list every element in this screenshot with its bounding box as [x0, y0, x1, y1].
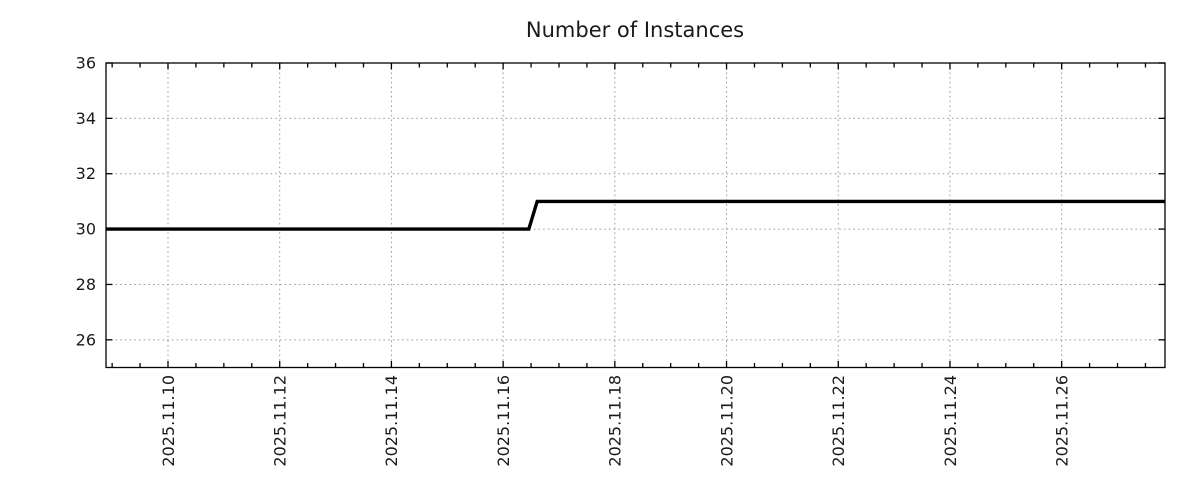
y-tick-label: 36: [76, 54, 96, 73]
plot-frame: [105, 62, 1166, 369]
y-tick-label: 30: [76, 220, 96, 239]
x-tick-label: 2025.11.26: [1053, 375, 1072, 467]
x-tick-label: 2025.11.10: [159, 375, 178, 467]
y-tick-label: 26: [76, 330, 96, 349]
grid-layer: [106, 63, 1165, 368]
x-tick-label: 2025.11.20: [717, 375, 736, 467]
x-tick-label: 2025.11.16: [494, 375, 513, 467]
y-tick-label: 32: [76, 164, 96, 183]
axis-layer: [105, 62, 1166, 369]
axis-labels-layer: 26 28 30 32 34 36 2025.11.10 2025.11.12 2025.11.…: [76, 54, 1072, 467]
x-tick-label: 2025.11.14: [382, 375, 401, 467]
x-tick-label: 2025.11.18: [606, 375, 625, 467]
series-layer: [106, 199, 1165, 231]
x-tick-label: 2025.11.22: [829, 375, 848, 467]
series-line-instances: [106, 199, 1165, 231]
x-tick-label: 2025.11.12: [271, 375, 290, 467]
y-tick-label: 28: [76, 275, 96, 294]
chart-title: Number of Instances: [526, 18, 744, 42]
y-tick-label: 34: [76, 109, 96, 128]
x-tick-label: 2025.11.24: [941, 375, 960, 467]
